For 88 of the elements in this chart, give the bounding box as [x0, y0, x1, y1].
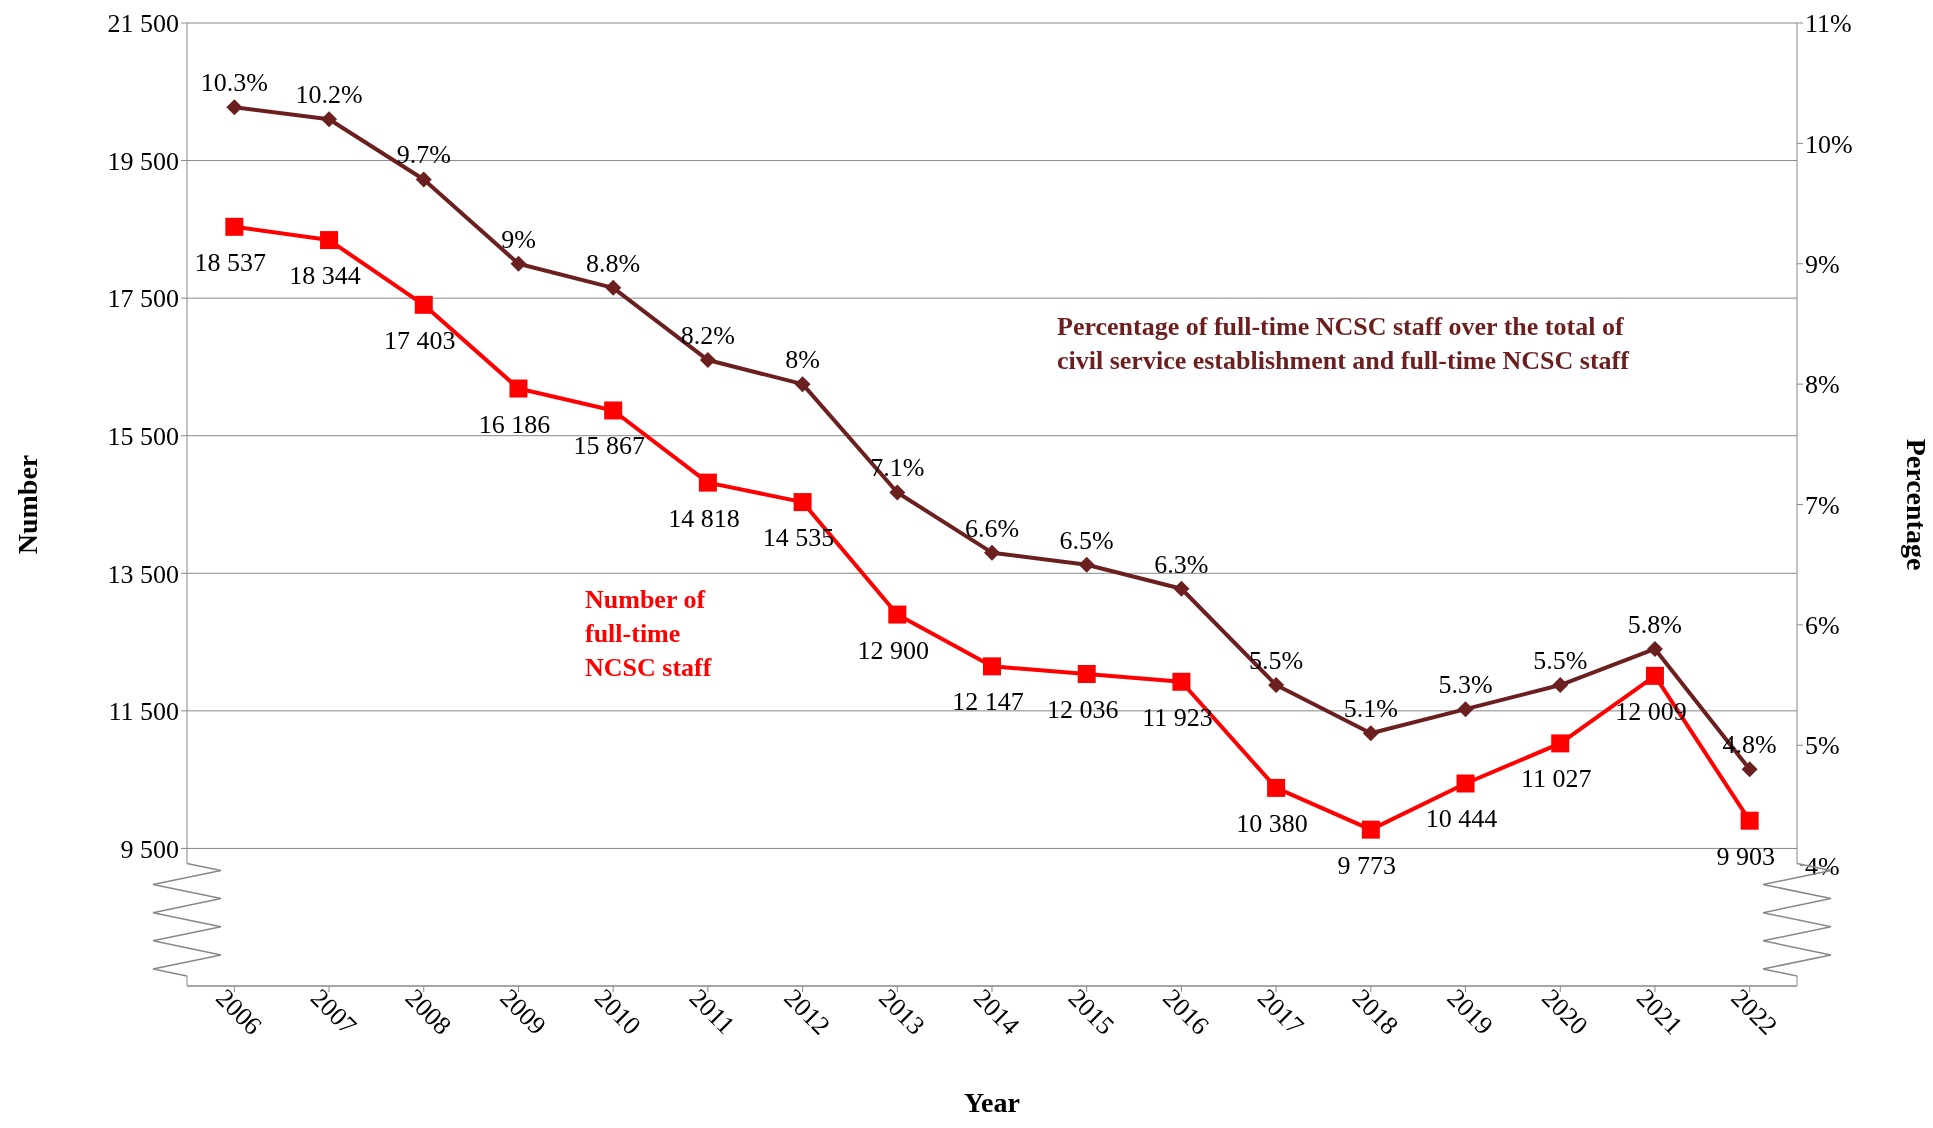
data-label: 18 537: [194, 247, 267, 277]
data-label: 5.1%: [1343, 694, 1398, 724]
text: Percentage of full-time NCSC staff over the total of civil service establishment and full-time NCSC staff: [1057, 311, 1631, 377]
data-label: 8.8%: [586, 248, 641, 278]
data-label: 10.2%: [295, 80, 363, 110]
point: [320, 231, 339, 250]
y2-tick-label: 6%: [1805, 611, 1840, 641]
y-tick-label: 19 500: [107, 146, 179, 176]
point: [1645, 666, 1664, 685]
data-label: 12 147: [952, 687, 1024, 717]
point: [984, 544, 1000, 561]
data-label: 16 186: [478, 409, 551, 439]
y2-tick-label: 10%: [1805, 129, 1853, 159]
point: [1361, 820, 1380, 839]
point: [1551, 734, 1570, 753]
y-axis-title: Number: [11, 454, 43, 555]
point: [983, 657, 1001, 676]
point: [699, 352, 716, 369]
text: Number of full-time NCSC staff: [585, 584, 713, 684]
point: [1552, 677, 1569, 694]
data-label: 8%: [785, 345, 820, 375]
point: [1456, 774, 1475, 793]
data-label: 15 867: [573, 431, 645, 461]
y-tick-label: 13 500: [107, 559, 179, 589]
data-label: 6.6%: [964, 513, 1020, 543]
point: [1646, 640, 1663, 657]
y2-tick-label: 5%: [1805, 731, 1840, 761]
point: [1740, 811, 1759, 830]
point: [226, 99, 243, 116]
data-label: 9.7%: [396, 140, 451, 170]
data-label: 14 535: [762, 523, 835, 553]
point: [1267, 778, 1286, 797]
x-tick-label: 2007: [305, 983, 363, 1041]
y2-tick-label: 7%: [1805, 490, 1840, 520]
x-axis-title: Year: [964, 1087, 1020, 1118]
y-tick-label: 11 500: [108, 697, 179, 727]
data-label: 8.2%: [680, 321, 735, 351]
point: [793, 493, 812, 512]
data-label: 10 380: [1236, 808, 1308, 838]
data-label: 14 818: [668, 503, 740, 533]
y2-tick-label: 4%: [1805, 851, 1840, 881]
x-tick-label: 2017: [1252, 983, 1310, 1041]
point: [1173, 580, 1190, 597]
data-label: 6.5%: [1059, 525, 1114, 555]
point: [698, 473, 717, 492]
data-label: 12 036: [1046, 694, 1119, 724]
data-label: 12 900: [857, 635, 930, 665]
data-label: 5.5%: [1533, 646, 1588, 676]
point: [510, 255, 527, 272]
y2-tick-label: 11%: [1805, 9, 1852, 39]
point: [794, 376, 811, 393]
x-tick-label: 2009: [494, 983, 552, 1041]
y2-axis-title: Percentage: [1901, 438, 1933, 571]
point: [1172, 672, 1191, 691]
data-label: 6.3%: [1154, 549, 1209, 579]
data-label: 9 773: [1337, 850, 1397, 880]
point: [509, 379, 528, 398]
x-tick-label: 2019: [1441, 983, 1499, 1041]
point: [415, 171, 432, 188]
point: [1078, 556, 1095, 573]
point: [1741, 761, 1758, 778]
data-label: 5.8%: [1627, 609, 1683, 639]
point: [321, 111, 338, 128]
data-label: 10 444: [1425, 804, 1498, 834]
data-label: 10.3%: [200, 68, 268, 98]
y-tick-label: 15 500: [107, 421, 179, 451]
data-label: 17 403: [384, 325, 456, 355]
y-tick-label: 17 500: [107, 284, 179, 314]
y-tick-label: 9 500: [120, 834, 179, 864]
y2-tick-label: 8%: [1805, 370, 1840, 400]
data-label: 9 903: [1716, 841, 1775, 871]
data-label: 11 027: [1520, 764, 1592, 794]
data-label: 9%: [501, 224, 536, 254]
y2-tick-label: 9%: [1805, 249, 1840, 279]
point: [605, 279, 622, 296]
point: [1268, 677, 1285, 694]
point: [1362, 725, 1379, 742]
point: [888, 605, 907, 624]
point: [1457, 701, 1474, 718]
point: [604, 401, 623, 420]
point: [1077, 664, 1096, 683]
data-label: 18 344: [289, 261, 361, 291]
y-tick-label: 21 500: [107, 9, 179, 39]
data-label: 5.3%: [1438, 670, 1493, 700]
point: [414, 295, 433, 314]
data-label: 11 923: [1142, 702, 1213, 732]
point: [889, 484, 906, 501]
point: [225, 217, 244, 236]
